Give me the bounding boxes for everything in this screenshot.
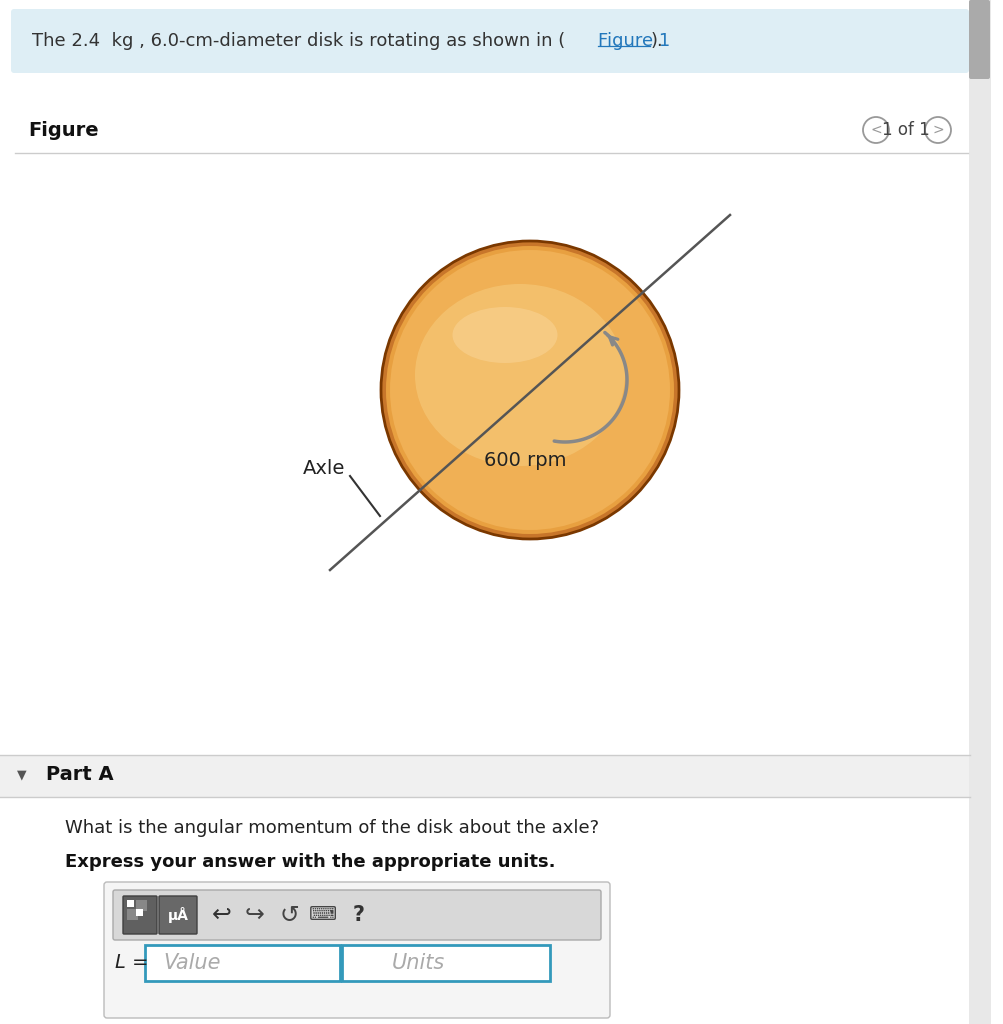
FancyBboxPatch shape (123, 896, 156, 934)
FancyBboxPatch shape (342, 945, 550, 981)
Text: ▼: ▼ (17, 768, 27, 781)
Text: <: < (870, 123, 881, 137)
Text: ?: ? (353, 905, 365, 925)
Text: Figure 1: Figure 1 (598, 32, 670, 50)
Text: >: > (931, 123, 943, 137)
FancyBboxPatch shape (135, 909, 142, 916)
FancyBboxPatch shape (126, 909, 137, 920)
Text: The 2.4  kg , 6.0-cm-diameter disk is rotating as shown in (: The 2.4 kg , 6.0-cm-diameter disk is rot… (32, 32, 565, 50)
FancyBboxPatch shape (11, 9, 968, 73)
Ellipse shape (452, 307, 557, 362)
Text: What is the angular momentum of the disk about the axle?: What is the angular momentum of the disk… (65, 819, 599, 837)
Circle shape (380, 241, 678, 539)
FancyBboxPatch shape (135, 900, 146, 911)
Circle shape (389, 250, 669, 530)
Text: L =: L = (115, 953, 148, 973)
FancyBboxPatch shape (144, 945, 340, 981)
Text: Express your answer with the appropriate units.: Express your answer with the appropriate… (65, 853, 555, 871)
FancyBboxPatch shape (968, 0, 990, 1024)
Text: 1 of 1: 1 of 1 (882, 121, 929, 139)
FancyBboxPatch shape (158, 896, 197, 934)
FancyBboxPatch shape (968, 0, 989, 79)
Text: ⌨: ⌨ (309, 905, 337, 925)
Text: Units: Units (391, 953, 444, 973)
Text: 600 rpm: 600 rpm (483, 451, 566, 469)
Ellipse shape (414, 284, 625, 466)
FancyBboxPatch shape (0, 755, 969, 797)
Text: ↩: ↩ (212, 903, 232, 927)
Text: ↪: ↪ (245, 903, 265, 927)
Circle shape (385, 246, 673, 534)
Text: Part A: Part A (46, 766, 113, 784)
Text: μÅ: μÅ (168, 907, 189, 923)
Text: ↺: ↺ (279, 903, 299, 927)
Text: ).: ). (650, 32, 663, 50)
FancyBboxPatch shape (113, 890, 601, 940)
Text: Axle: Axle (302, 459, 345, 477)
FancyBboxPatch shape (104, 882, 610, 1018)
Text: Figure: Figure (28, 121, 98, 139)
Text: Value: Value (162, 953, 221, 973)
FancyBboxPatch shape (126, 900, 133, 907)
